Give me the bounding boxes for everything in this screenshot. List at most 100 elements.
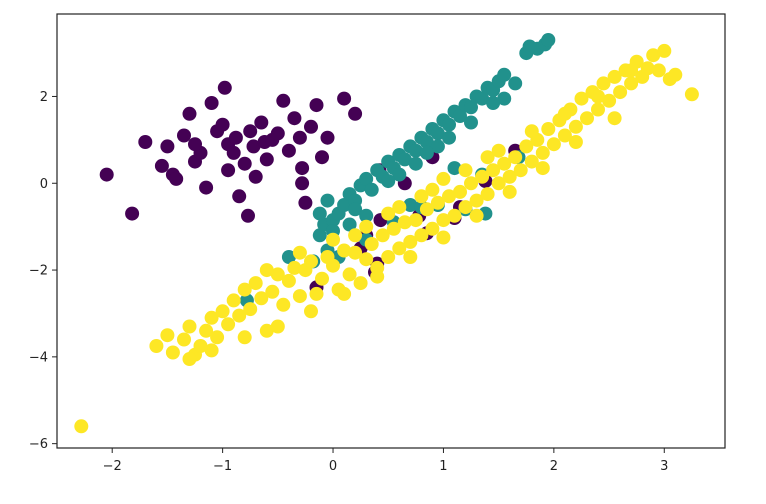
point-s1-64 — [359, 208, 374, 223]
point-s2-45 — [403, 234, 418, 249]
x-tick-label: 3 — [660, 459, 668, 474]
point-s2-116 — [491, 143, 506, 158]
point-s2-80 — [596, 76, 611, 91]
point-s1-62 — [430, 139, 445, 154]
point-s0-7 — [177, 128, 191, 143]
point-s2-36 — [353, 276, 368, 291]
point-s2-91 — [657, 43, 672, 58]
point-s2-9 — [204, 310, 219, 325]
point-s2-75 — [568, 119, 583, 134]
point-s2-102 — [370, 269, 385, 284]
point-s2-76 — [574, 91, 589, 106]
point-s2-2 — [160, 328, 175, 343]
point-s2-23 — [281, 273, 296, 288]
y-tick-label: −2 — [29, 264, 48, 279]
point-s1-50 — [508, 76, 523, 91]
point-s0-8 — [182, 106, 197, 121]
point-s2-44 — [397, 215, 412, 230]
point-s2-112 — [359, 219, 374, 234]
point-s1-49 — [497, 67, 512, 82]
point-s0-17 — [226, 145, 241, 160]
point-s2-109 — [259, 263, 274, 278]
point-s2-115 — [458, 163, 473, 178]
point-s0-21 — [243, 124, 258, 139]
point-s0-39 — [337, 91, 352, 106]
point-s2-77 — [580, 111, 594, 126]
point-s1-24 — [359, 171, 374, 186]
x-tick-label: −1 — [213, 459, 232, 474]
point-s0-33 — [295, 176, 310, 191]
point-s2-98 — [502, 184, 517, 199]
point-s0-29 — [276, 93, 291, 108]
point-s2-124 — [381, 206, 396, 221]
point-s0-24 — [254, 115, 269, 130]
point-s0-38 — [320, 130, 335, 145]
point-s2-79 — [591, 102, 605, 117]
point-s0-43 — [241, 208, 255, 223]
point-s2-125 — [348, 228, 363, 243]
point-s0-1 — [125, 206, 140, 221]
point-s2-5 — [182, 319, 197, 334]
point-s2-53 — [447, 208, 462, 223]
point-s2-1 — [149, 339, 164, 353]
point-s2-41 — [381, 250, 396, 264]
point-s2-56 — [464, 176, 478, 191]
point-s1-16 — [312, 206, 327, 221]
point-s1-39 — [442, 117, 456, 132]
point-s1-41 — [453, 109, 467, 123]
point-s2-52 — [442, 189, 456, 204]
point-s2-97 — [535, 161, 550, 176]
y-axis: −6 −4 −2 0 2 — [29, 90, 57, 452]
point-s1-67 — [486, 96, 501, 110]
point-s0-37 — [315, 150, 329, 165]
point-s0-42 — [188, 137, 202, 152]
point-s0-31 — [287, 111, 302, 126]
points-layer — [74, 33, 699, 434]
point-s1-8 — [403, 198, 418, 212]
point-s1-1 — [281, 250, 296, 264]
point-s2-59 — [480, 187, 495, 202]
point-s2-40 — [375, 228, 390, 243]
point-s0-44 — [295, 161, 310, 176]
point-s2-114 — [425, 182, 440, 197]
point-s2-42 — [386, 221, 401, 236]
point-s2-27 — [304, 254, 318, 269]
point-s2-105 — [270, 319, 285, 334]
point-s2-61 — [491, 176, 506, 191]
series-2 — [74, 43, 699, 434]
point-s2-122 — [436, 171, 451, 186]
point-s2-11 — [215, 304, 230, 319]
point-s0-28 — [270, 126, 285, 141]
point-s0-22 — [246, 139, 261, 154]
x-tick-label: 1 — [439, 459, 447, 474]
x-axis: −2 −1 0 1 2 3 — [103, 448, 668, 474]
point-s2-108 — [182, 352, 197, 366]
point-s2-111 — [326, 232, 340, 247]
point-s0-6 — [169, 171, 184, 186]
point-s2-18 — [254, 291, 269, 306]
point-s2-12 — [221, 317, 236, 332]
point-s2-29 — [315, 271, 329, 286]
point-s1-68 — [381, 174, 396, 189]
point-s1-60 — [392, 167, 407, 182]
point-s1-69 — [419, 145, 434, 160]
point-s0-4 — [160, 139, 175, 154]
point-s2-21 — [270, 267, 285, 282]
point-s2-88 — [640, 61, 655, 76]
point-s1-3 — [312, 228, 327, 243]
point-s0-23 — [248, 169, 263, 184]
point-s0-12 — [204, 96, 219, 110]
point-s1-66 — [464, 115, 478, 130]
point-s2-89 — [646, 48, 661, 63]
point-s0-26 — [259, 152, 274, 167]
point-s0-30 — [281, 143, 296, 158]
point-s2-121 — [480, 150, 495, 165]
y-tick-label: 0 — [40, 177, 48, 192]
point-s2-70 — [541, 122, 556, 136]
point-s1-54 — [541, 33, 556, 47]
point-s2-20 — [265, 284, 280, 299]
point-s2-117 — [524, 124, 539, 139]
point-s2-16 — [243, 302, 258, 317]
point-s2-50 — [430, 195, 445, 210]
